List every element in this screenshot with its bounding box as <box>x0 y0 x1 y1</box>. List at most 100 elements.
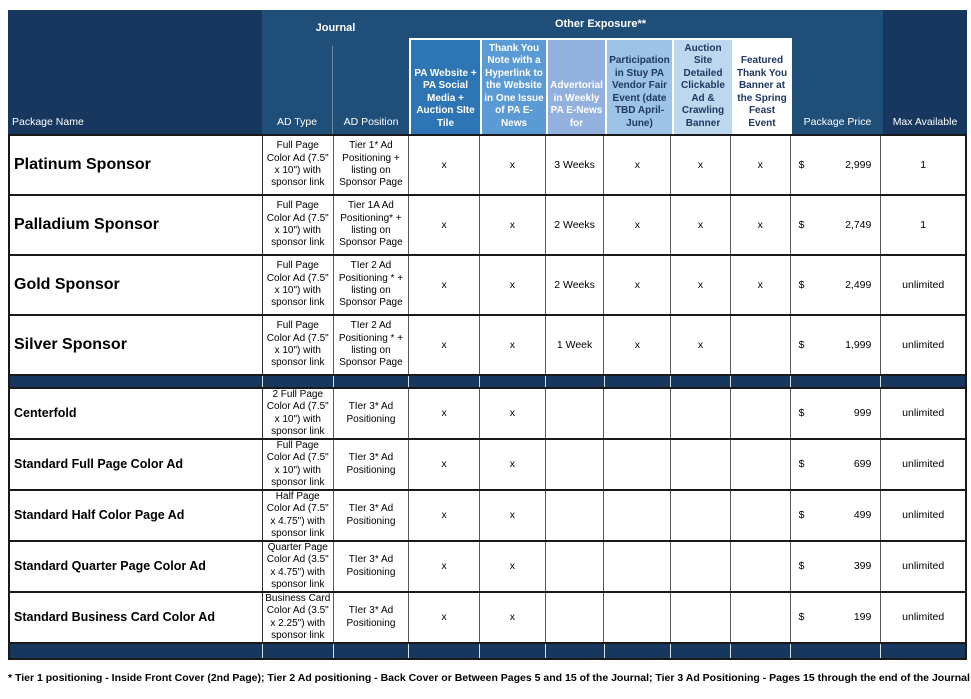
exposure-cell <box>604 389 672 438</box>
exposure-cell: x <box>409 256 480 314</box>
exposure-cell: x <box>604 196 672 254</box>
column-header-max-available: Max Available <box>883 10 967 134</box>
price-value: 2,499 <box>845 278 872 291</box>
exposure-cell: x <box>671 316 731 374</box>
separator-cell <box>881 644 965 658</box>
ad-type-cell: Business Card Color Ad (3.5" x 2.25") wi… <box>263 593 334 642</box>
separator-cell <box>480 376 546 387</box>
ad-type-cell: Full Page Color Ad (7.5" x 10") with spo… <box>263 196 334 254</box>
price-value: 1,999 <box>845 338 872 351</box>
table-row: Gold Sponsor Full Page Color Ad (7.5" x 1… <box>10 256 965 316</box>
table-body: Platinum Sponsor Full Page Color Ad (7.5"… <box>8 136 967 660</box>
exposure-cell: x <box>409 491 480 540</box>
price-value: 499 <box>853 509 872 522</box>
exposure-cell: x <box>409 196 480 254</box>
exposure-cell: x <box>731 136 791 194</box>
exposure-cell <box>604 440 672 489</box>
separator-cell <box>605 376 672 387</box>
ad-position-cell: TIer 2 Ad Positioning * + listing on Spo… <box>334 316 410 374</box>
exposure-cell: x <box>671 136 731 194</box>
ad-type-cell: Full Page Color Ad (7.5" x 10") with spo… <box>263 440 334 489</box>
exposure-cell <box>671 440 731 489</box>
exposure-column-header: Participation in Stuy PA Vendor Fair Eve… <box>605 37 672 134</box>
price-cell: $699 <box>791 440 882 489</box>
exposure-cell: x <box>604 136 672 194</box>
separator-cell <box>791 644 882 658</box>
currency-symbol: $ <box>798 611 805 624</box>
price-cell: $199 <box>791 593 882 642</box>
separator-cell <box>409 376 481 387</box>
separator-cell <box>671 376 731 387</box>
package-name-cell: Gold Sponsor <box>10 256 263 314</box>
ad-type-cell: Half Page Color Ad (7.5" x 4.75") with s… <box>263 491 334 540</box>
ad-type-cell: 2 Full Page Color Ad (7.5" x 10") with s… <box>263 389 334 438</box>
price-value: 399 <box>853 560 872 573</box>
table-row: Silver Sponsor Full Page Color Ad (7.5" x… <box>10 316 965 376</box>
separator-cell <box>334 644 410 658</box>
exposure-cell <box>671 593 731 642</box>
table-row: Standard Half Color Page Ad Half Page Col… <box>10 491 965 542</box>
exposure-cell: 2 Weeks <box>546 256 605 314</box>
exposure-cell: x <box>409 593 480 642</box>
exposure-cell: x <box>671 256 731 314</box>
table-header: Package Name Journal AD Type AD Position… <box>8 10 967 136</box>
ad-type-cell: Full Page Color Ad (7.5" x 10") with spo… <box>263 316 334 374</box>
currency-symbol: $ <box>798 509 805 522</box>
currency-symbol: $ <box>798 560 805 573</box>
separator-cell <box>263 376 334 387</box>
package-name-cell: Platinum Sponsor <box>10 136 263 194</box>
separator-cell <box>546 376 605 387</box>
price-cell: $2,749 <box>791 196 882 254</box>
exposure-cell <box>731 593 791 642</box>
price-cell: $1,999 <box>791 316 882 374</box>
table-row: Centerfold 2 Full Page Color Ad (7.5" x 1… <box>10 389 965 440</box>
exposure-cell <box>731 542 791 591</box>
separator-cell <box>334 376 410 387</box>
separator-cell <box>881 376 965 387</box>
price-value: 699 <box>853 458 872 471</box>
separator-cell <box>605 644 672 658</box>
journal-subcolumns: AD Type AD Position <box>262 46 409 134</box>
package-name-cell: Standard Full Page Color Ad <box>10 440 263 489</box>
package-name-cell: Standard Half Color Page Ad <box>10 491 263 540</box>
exposure-cell: x <box>480 136 546 194</box>
package-name-cell: Palladium Sponsor <box>10 196 263 254</box>
exposure-cell: x <box>409 316 480 374</box>
exposure-cell <box>546 542 605 591</box>
separator-cell <box>10 376 263 387</box>
package-name-cell: Silver Sponsor <box>10 316 263 374</box>
ad-position-cell: TIer 3* Ad Positioning <box>334 389 410 438</box>
exposure-subcolumns: PA Website + PA Social Media + Auction S… <box>409 37 792 134</box>
price-cell: $499 <box>791 491 882 540</box>
exposure-column-header: Advertorial in Weekly PA E-News for <box>546 37 605 134</box>
max-available-cell: 1 <box>920 158 927 171</box>
group-header-other-exposure: Other Exposure** <box>554 17 647 30</box>
max-available-cell: 1 <box>920 218 927 231</box>
footnote: * Tier 1 positioning - Inside Front Cove… <box>8 672 971 684</box>
price-cell: $2,999 <box>791 136 882 194</box>
exposure-cell: 1 Week <box>546 316 605 374</box>
table-row: Standard Full Page Color Ad Full Page Col… <box>10 440 965 491</box>
exposure-cell <box>671 542 731 591</box>
exposure-cell <box>546 389 605 438</box>
currency-symbol: $ <box>798 338 805 351</box>
separator-cell <box>409 644 481 658</box>
exposure-cell: x <box>480 593 546 642</box>
column-header-package-price: Package Price <box>792 10 883 134</box>
separator-cell <box>263 644 334 658</box>
max-available-cell: unlimited <box>902 338 945 351</box>
table-bottom-bar <box>10 644 965 660</box>
ad-position-cell: TIer 3* Ad Positioning <box>334 440 410 489</box>
exposure-cell <box>731 440 791 489</box>
package-name-cell: Standard Business Card Color Ad <box>10 593 263 642</box>
exposure-cell: x <box>731 256 791 314</box>
exposure-cell: x <box>409 136 480 194</box>
exposure-cell: x <box>480 491 546 540</box>
currency-symbol: $ <box>798 278 805 291</box>
group-header-journal: Journal <box>315 22 356 34</box>
ad-position-cell: TIer 2 Ad Positioning * + listing on Spo… <box>334 256 410 314</box>
separator-cell <box>10 644 263 658</box>
currency-symbol: $ <box>798 158 805 171</box>
separator-cell <box>480 644 546 658</box>
exposure-cell: 2 Weeks <box>546 196 605 254</box>
